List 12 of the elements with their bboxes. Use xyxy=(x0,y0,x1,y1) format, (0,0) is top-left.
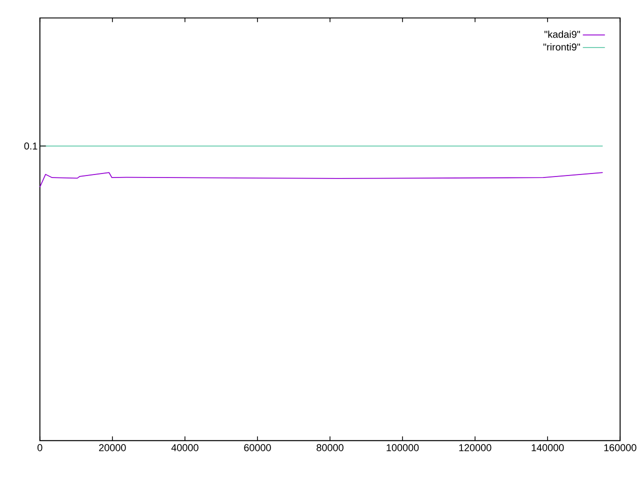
x-tick-label: 60000 xyxy=(244,444,271,452)
x-tick-label: 100000 xyxy=(386,444,419,452)
x-tick-label: 20000 xyxy=(99,444,126,452)
legend-label: "rironti9" xyxy=(543,43,580,51)
x-tick-label: 120000 xyxy=(459,444,492,452)
text: 0.1 xyxy=(24,142,38,150)
x-tick-label: 40000 xyxy=(171,444,198,452)
x-tick-label: 80000 xyxy=(316,444,344,452)
x-tick-label: 0 xyxy=(38,444,42,452)
legend-label: "kadai9" xyxy=(544,30,580,38)
x-tick-label: 140000 xyxy=(532,444,564,452)
x-tick-label: 160000 xyxy=(604,444,636,452)
